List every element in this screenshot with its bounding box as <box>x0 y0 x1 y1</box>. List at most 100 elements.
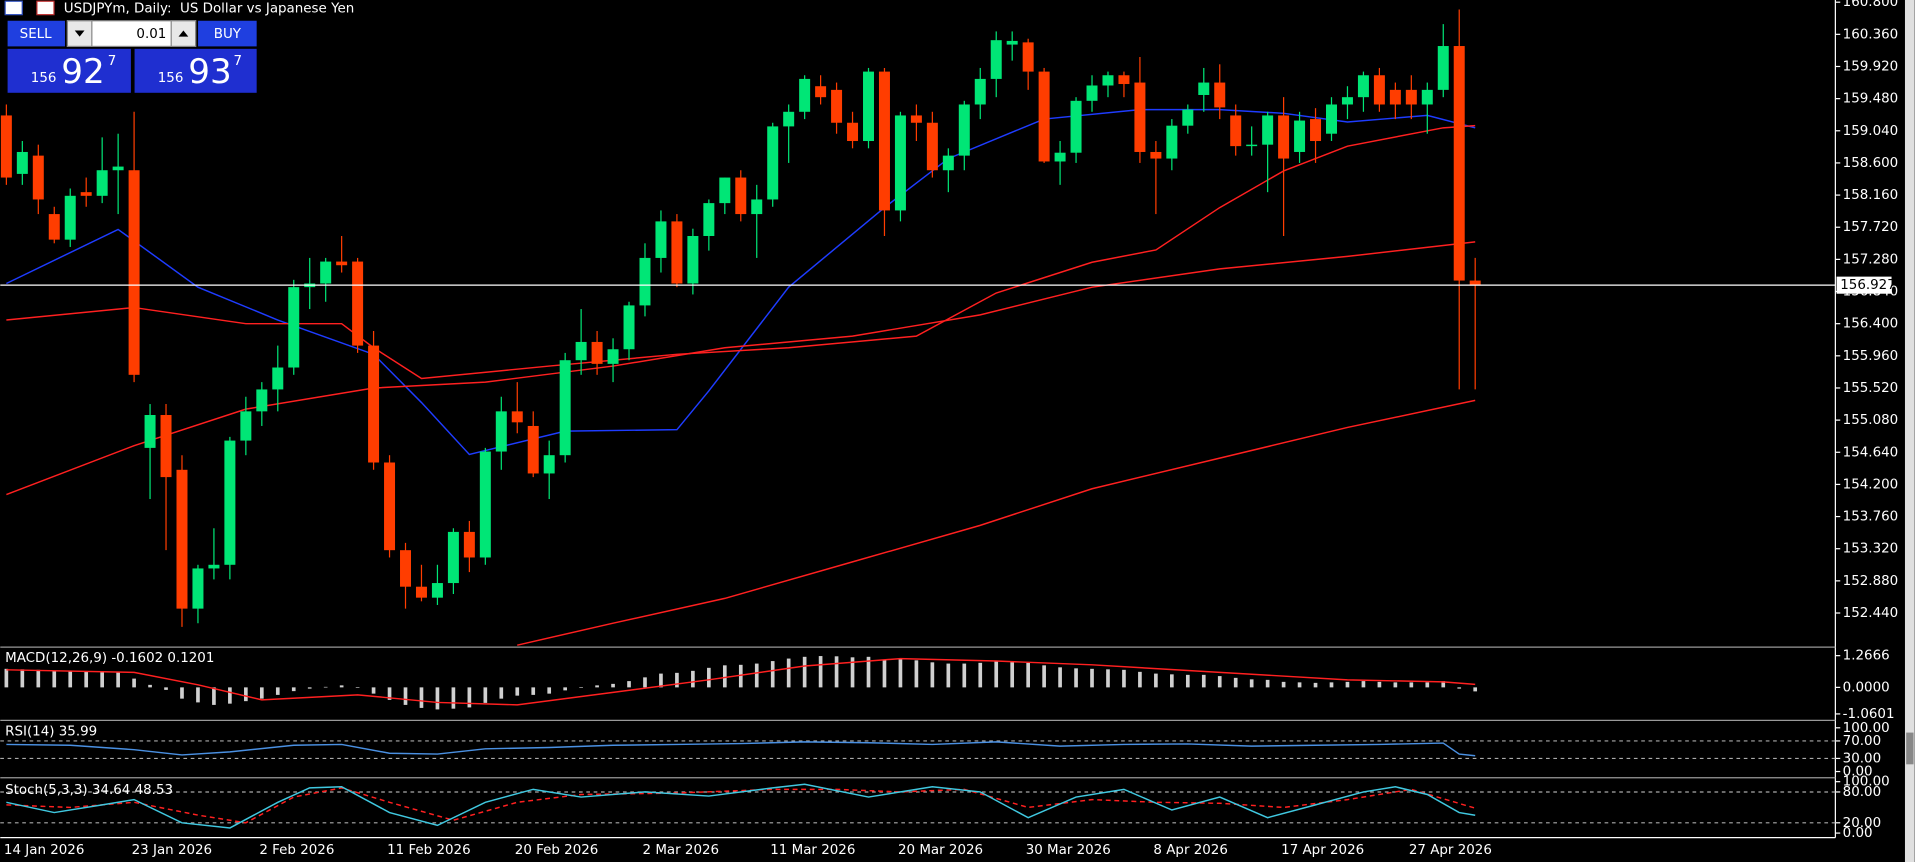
macd-bar <box>1473 687 1478 692</box>
ask-small: 7 <box>233 54 242 69</box>
macd-bar <box>1329 682 1334 688</box>
stoch-signal <box>6 787 1476 824</box>
macd-bar <box>116 671 120 688</box>
macd-bar <box>467 687 472 708</box>
candle-body <box>352 261 364 346</box>
candle-body <box>1198 82 1210 95</box>
chart-title: USDJPYm, Daily: US Dollar vs Japanese Ye… <box>64 2 355 17</box>
macd-bar <box>84 671 89 688</box>
candle-body <box>368 345 380 463</box>
scroll-thumb[interactable] <box>1906 732 1914 765</box>
macd-bar <box>563 687 567 691</box>
macd-bar <box>1138 671 1142 688</box>
ask-box[interactable] <box>134 48 257 93</box>
macd-bar <box>1010 661 1015 688</box>
candle-body <box>767 126 779 200</box>
y-tick-label: 153.760 <box>1843 510 1899 525</box>
y-tick-label: 152.440 <box>1843 606 1899 621</box>
x-tick-label: 23 Jan 2026 <box>132 843 212 858</box>
macd-bar <box>1058 667 1062 688</box>
candle-body <box>607 349 619 364</box>
x-tick-label: 20 Feb 2026 <box>515 843 599 858</box>
macd-bar <box>1377 681 1382 688</box>
candle-body <box>559 360 571 456</box>
macd-bar <box>499 687 504 699</box>
macd-bar <box>1425 682 1430 688</box>
candle-body <box>1357 75 1369 98</box>
macd-bar <box>244 687 248 702</box>
macd-bar <box>643 677 647 688</box>
candle-body <box>783 111 795 127</box>
candle-body <box>1118 75 1130 85</box>
candle-body <box>1246 144 1258 147</box>
y-tick-label: 155.080 <box>1843 413 1899 428</box>
macd-bar <box>1313 682 1318 688</box>
y-tick-label: 100.00 <box>1843 721 1890 736</box>
macd-bar <box>403 687 408 705</box>
scrollbar[interactable] <box>1904 0 1915 862</box>
candle-body <box>415 586 427 598</box>
candle-body <box>1310 119 1322 142</box>
candle-body <box>495 411 507 452</box>
y-tick-label: -1.0601 <box>1843 707 1895 722</box>
candle-body <box>831 89 843 123</box>
x-tick-label: 30 Mar 2026 <box>1026 843 1111 858</box>
buy-button[interactable] <box>198 20 257 47</box>
candle-body <box>479 451 491 558</box>
bid-big: 156 <box>31 71 57 86</box>
candle-body <box>400 550 411 587</box>
x-tick-label: 27 Apr 2026 <box>1409 843 1492 858</box>
macd-bar <box>1026 662 1030 688</box>
candle-body <box>1278 115 1290 159</box>
y-tick-label: 159.480 <box>1843 92 1899 107</box>
macd-bar <box>547 687 552 694</box>
macd-bar <box>1122 669 1126 688</box>
volume-up[interactable] <box>170 20 197 48</box>
macd-bar <box>291 687 296 692</box>
macd-bar <box>978 662 983 688</box>
sell-button[interactable] <box>7 20 65 47</box>
macd-bar <box>994 661 999 688</box>
moving-average <box>517 399 1476 646</box>
candle-body <box>176 469 188 609</box>
macd-bar <box>435 687 440 710</box>
sell-label[interactable]: SELL <box>20 27 52 42</box>
buy-label[interactable]: BUY <box>214 27 242 42</box>
candle-body <box>1134 82 1146 152</box>
macd-bar <box>148 684 152 688</box>
macd-bar <box>307 687 312 689</box>
y-tick-label: 1.2666 <box>1843 649 1890 664</box>
bid-box[interactable] <box>7 48 131 93</box>
x-tick-label: 11 Feb 2026 <box>387 843 471 858</box>
candle-body <box>431 583 443 598</box>
macd-bar <box>1281 681 1286 688</box>
candle-body <box>288 287 300 368</box>
candle-body <box>1230 115 1242 147</box>
macd-bar <box>323 686 328 688</box>
macd-bar <box>1345 681 1350 688</box>
candle-body <box>1469 280 1481 285</box>
y-tick-label: 152.880 <box>1843 574 1899 589</box>
candle-body <box>974 78 986 105</box>
macd-bar <box>355 687 360 688</box>
candle-body <box>1038 71 1050 162</box>
x-tick-label: 17 Apr 2026 <box>1281 843 1364 858</box>
y-tick-label: 0.0000 <box>1843 680 1890 695</box>
macd-bar <box>946 663 951 688</box>
volume-value[interactable]: 0.01 <box>136 27 166 42</box>
macd-bar <box>691 670 695 688</box>
candle-body <box>703 203 715 236</box>
candle-body <box>256 389 268 412</box>
macd-bar <box>196 687 200 703</box>
candle-body <box>1102 75 1114 86</box>
macd-bar <box>1201 674 1206 688</box>
candle-body <box>1405 89 1417 105</box>
candle-body <box>32 155 44 200</box>
current-price-box <box>1836 276 1892 294</box>
y-tick-label: 80.00 <box>1843 785 1881 800</box>
bid-small: 7 <box>108 54 117 69</box>
candle-body <box>990 40 1002 79</box>
candle-body <box>1326 104 1337 134</box>
candle-body <box>894 115 906 211</box>
